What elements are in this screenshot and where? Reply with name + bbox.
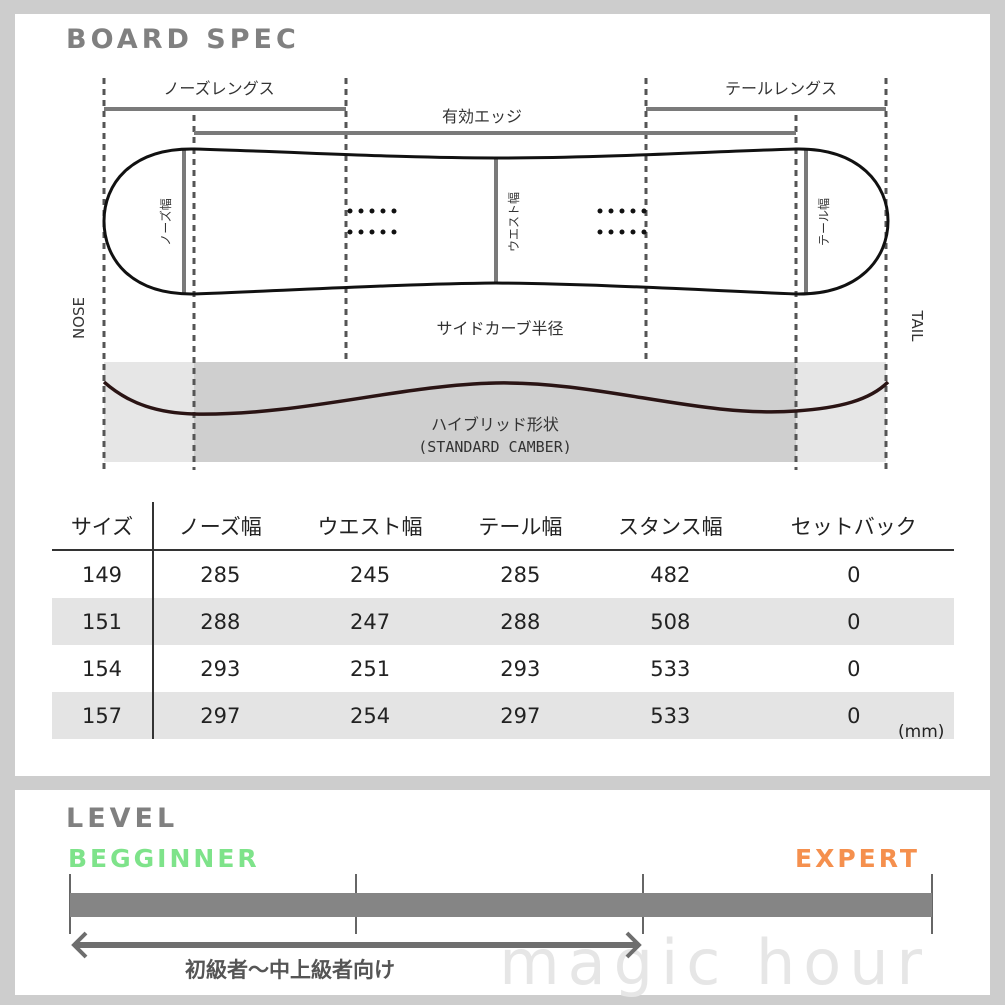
profile-label: ハイブリッド形状	[431, 415, 559, 434]
board-spec-title: BOARD SPEC	[66, 24, 300, 55]
tail-length-label: テールレングス	[725, 79, 837, 98]
col-header-tail-width: テール幅	[453, 502, 588, 551]
cell: 254	[286, 692, 454, 739]
level-title: LEVEL	[66, 803, 179, 834]
insert-dots	[347, 208, 647, 235]
cell: 293	[500, 656, 541, 681]
tail-width-label: テール幅	[816, 198, 831, 246]
cell: 288	[453, 598, 588, 645]
board-diagram: ノーズレングス テールレングス 有効エッジ サイドカーブ半径 ハイブリッド形状 …	[70, 78, 926, 470]
col-header-waist-width: ウエスト幅	[286, 502, 454, 551]
nose-label: NOSE	[70, 297, 88, 339]
cell: 149	[52, 550, 154, 598]
cell: 285	[500, 562, 541, 587]
table-row: 151 288 247 288 508 0	[52, 598, 954, 645]
col-header-size: サイズ	[52, 502, 154, 551]
board-outline	[102, 147, 890, 296]
cell: 293	[200, 656, 241, 681]
table-row: 154 293 251 293 533 0	[52, 645, 954, 692]
waist-width-label: ウエスト幅	[506, 192, 521, 252]
effective-edge-label: 有効エッジ	[442, 107, 522, 126]
cell: 154	[52, 645, 154, 692]
tail-shade	[796, 362, 886, 462]
nose-width-label: ノーズ幅	[158, 198, 173, 245]
spec-table: サイズ ノーズ幅 ウエスト幅 テール幅 スタンス幅 セットバック 149 285 2…	[52, 502, 954, 739]
table-row: 157 297 254 297 533 0	[52, 692, 954, 739]
cell: 533	[587, 692, 754, 739]
cell: 0	[753, 598, 954, 645]
cell: 157	[52, 692, 154, 739]
beginner-label: BEGGINNER	[68, 844, 260, 873]
level-panel	[15, 790, 990, 995]
col-header-stance-width: スタンス幅	[587, 502, 754, 551]
cell: 151	[52, 598, 154, 645]
cell: 297	[153, 692, 287, 739]
col-header-setback: セットバック	[753, 502, 954, 551]
table-header-row: サイズ ノーズ幅 ウエスト幅 テール幅 スタンス幅 セットバック	[52, 502, 954, 551]
cell: 508	[587, 598, 754, 645]
profile-type-label: (STANDARD CAMBER)	[418, 438, 572, 456]
cell: 288	[153, 598, 287, 645]
sidecut-radius-label: サイドカーブ半径	[436, 319, 563, 338]
col-header-nose-width: ノーズ幅	[153, 502, 287, 551]
expert-label: EXPERT	[795, 844, 920, 873]
cell: 297	[453, 692, 588, 739]
cell: 0	[847, 656, 861, 681]
cell: 0	[753, 692, 954, 739]
nose-length-label: ノーズレングス	[163, 79, 274, 98]
cell: 482	[650, 562, 691, 587]
camber-profile-curve	[102, 380, 890, 416]
cell: 533	[650, 656, 691, 681]
table-row: 149 285 245 285 482 0	[52, 550, 954, 598]
cell: 251	[349, 656, 391, 681]
cell: 285	[200, 562, 241, 587]
edge-shade	[194, 362, 796, 462]
cell: 245	[349, 562, 391, 587]
cell: 0	[847, 562, 861, 587]
unit-label: (mm)	[898, 722, 945, 742]
cell: 247	[286, 598, 454, 645]
tail-label: TAIL	[908, 309, 926, 342]
